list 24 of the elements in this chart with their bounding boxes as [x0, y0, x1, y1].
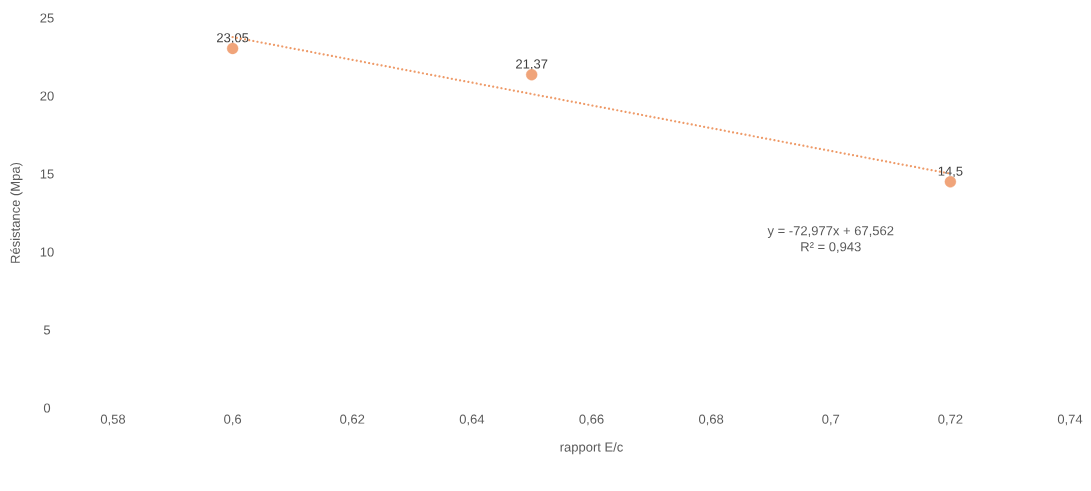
- x-tick-label: 0,58: [100, 414, 126, 426]
- x-axis-title: rapport E/c: [560, 442, 623, 455]
- annotation: y = -72,977x + 67,562: [767, 226, 894, 238]
- x-tick-label: 0,72: [938, 414, 963, 426]
- x-tick-label: 0,64: [459, 414, 485, 426]
- y-tick-label: 0: [43, 403, 51, 413]
- x-tick-label: 0,74: [1057, 414, 1083, 426]
- x-tick-label: 0,62: [340, 414, 365, 426]
- data-label: 21,37: [516, 59, 548, 71]
- annotation: R² = 0,943: [801, 242, 861, 253]
- x-tick-label: 0,7: [822, 414, 840, 426]
- x-tick-label: 0,6: [224, 414, 242, 426]
- point: [226, 42, 239, 55]
- x-tick-label: 0,66: [579, 414, 604, 426]
- x-tick-label: 0,68: [699, 414, 724, 426]
- y-tick-label: 5: [43, 325, 51, 335]
- data-label: 14,5: [938, 166, 963, 178]
- y-tick-label: 15: [40, 169, 54, 179]
- y-tick-label: 10: [40, 247, 54, 257]
- data-label: 23,05: [217, 33, 249, 44]
- y-tick-label: 25: [40, 13, 54, 23]
- y-axis-title: Résistance (Mpa): [10, 162, 23, 263]
- point: [944, 176, 957, 188]
- y-tick-label: 20: [40, 91, 54, 101]
